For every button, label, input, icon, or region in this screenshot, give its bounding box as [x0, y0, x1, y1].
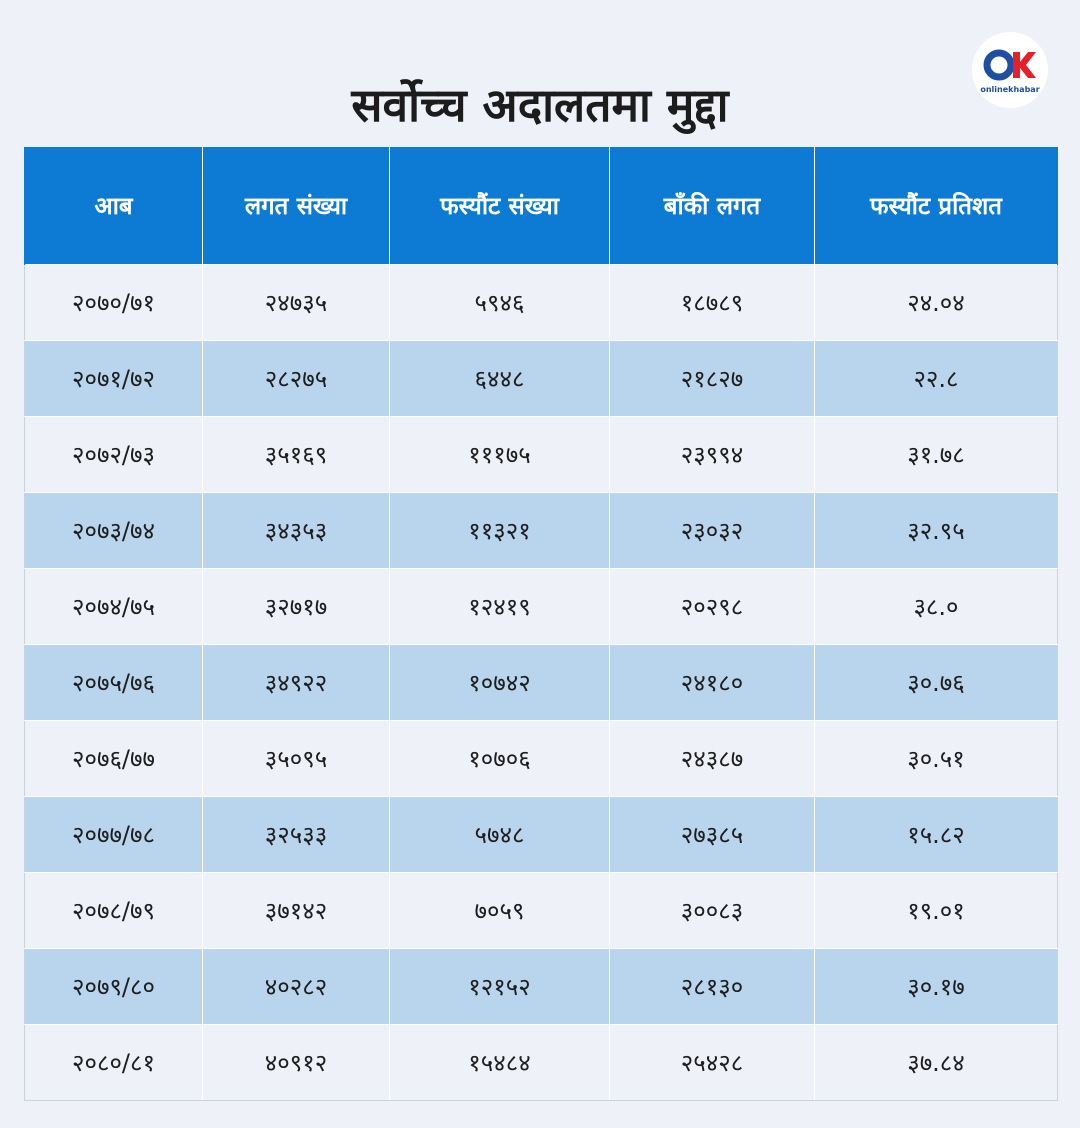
cell-fiscal-year: २०७८/७९ [24, 872, 203, 949]
cell-remaining-cases: २७३८५ [609, 796, 815, 873]
cell-settlement-percent: ३०.५१ [814, 720, 1058, 797]
cell-fiscal-year: २०७२/७३ [24, 416, 203, 493]
court-cases-table: आब लगत संख्या फस्यौंट संख्या बाँकी लगत फ… [24, 147, 1058, 1101]
cell-settled-cases: ५७४८ [389, 796, 610, 873]
cell-remaining-cases: २१८२७ [609, 340, 815, 417]
cell-fiscal-year: २०७०/७१ [24, 264, 203, 341]
cell-registered-cases: २८२७५ [202, 340, 390, 417]
cell-settlement-percent: ३७.८४ [814, 1024, 1058, 1101]
cell-remaining-cases: २३९९४ [609, 416, 815, 493]
svg-text:onlinekhabar: onlinekhabar [980, 85, 1039, 94]
cell-remaining-cases: १८७८९ [609, 264, 815, 341]
court-cases-table-container: आब लगत संख्या फस्यौंट संख्या बाँकी लगत फ… [24, 147, 1058, 1101]
cell-fiscal-year: २०७५/७६ [24, 644, 203, 721]
cell-fiscal-year: २०७३/७४ [24, 492, 203, 569]
cell-settled-cases: १०७४२ [389, 644, 610, 721]
header-settled-cases: फस्यौंट संख्या [389, 147, 610, 265]
cell-settled-cases: ७०५९ [389, 872, 610, 949]
cell-remaining-cases: २३०३२ [609, 492, 815, 569]
cell-registered-cases: ३४९२२ [202, 644, 390, 721]
cell-remaining-cases: २५४२८ [609, 1024, 815, 1101]
cell-remaining-cases: २०२९८ [609, 568, 815, 645]
cell-fiscal-year: २०७४/७५ [24, 568, 203, 645]
cell-fiscal-year: २०७६/७७ [24, 720, 203, 797]
cell-fiscal-year: २०७९/८० [24, 948, 203, 1025]
table-row: २०७४/७५ ३२७१७ १२४१९ २०२९८ ३८.० [24, 568, 1058, 645]
table-row: २०७२/७३ ३५१६९ १११७५ २३९९४ ३१.७८ [24, 416, 1058, 493]
cell-settlement-percent: १५.८२ [814, 796, 1058, 873]
table-row: २०७७/७८ ३२५३३ ५७४८ २७३८५ १५.८२ [24, 796, 1058, 873]
cell-settled-cases: ११३२१ [389, 492, 610, 569]
cell-settled-cases: १५४८४ [389, 1024, 610, 1101]
header-registered-cases: लगत संख्या [202, 147, 390, 265]
cell-settlement-percent: १९.०१ [814, 872, 1058, 949]
table-header-row: आब लगत संख्या फस्यौंट संख्या बाँकी लगत फ… [24, 147, 1058, 265]
table-row: २०७१/७२ २८२७५ ६४४८ २१८२७ २२.८ [24, 340, 1058, 417]
cell-remaining-cases: ३००८३ [609, 872, 815, 949]
cell-settlement-percent: २४.०४ [814, 264, 1058, 341]
cell-settlement-percent: २२.८ [814, 340, 1058, 417]
logo-icon: onlinekhabar [972, 32, 1048, 108]
cell-remaining-cases: २४१८० [609, 644, 815, 721]
cell-registered-cases: ३२७१७ [202, 568, 390, 645]
cell-settled-cases: ६४४८ [389, 340, 610, 417]
table-row: २०७५/७६ ३४९२२ १०७४२ २४१८० ३०.७६ [24, 644, 1058, 721]
cell-settled-cases: १२४१९ [389, 568, 610, 645]
cell-settlement-percent: ३१.७८ [814, 416, 1058, 493]
cell-registered-cases: ३५०९५ [202, 720, 390, 797]
header-settlement-percent: फस्यौंट प्रतिशत [814, 147, 1058, 265]
cell-settlement-percent: ३८.० [814, 568, 1058, 645]
cell-registered-cases: ४०९१२ [202, 1024, 390, 1101]
cell-remaining-cases: २८१३० [609, 948, 815, 1025]
cell-settled-cases: ५९४६ [389, 264, 610, 341]
table-row: २०७६/७७ ३५०९५ १०७०६ २४३८७ ३०.५१ [24, 720, 1058, 797]
table-row: २०७९/८० ४०२८२ १२१५२ २८१३० ३०.१७ [24, 948, 1058, 1025]
cell-fiscal-year: २०७१/७२ [24, 340, 203, 417]
cell-settlement-percent: ३०.१७ [814, 948, 1058, 1025]
cell-settled-cases: १११७५ [389, 416, 610, 493]
cell-fiscal-year: २०७७/७८ [24, 796, 203, 873]
table-row: २०८०/८१ ४०९१२ १५४८४ २५४२८ ३७.८४ [24, 1024, 1058, 1101]
onlinekhabar-logo[interactable]: onlinekhabar [970, 30, 1050, 110]
cell-settled-cases: १०७०६ [389, 720, 610, 797]
cell-registered-cases: ३५१६९ [202, 416, 390, 493]
header-fiscal-year: आब [24, 147, 203, 265]
table-row: २०७०/७१ २४७३५ ५९४६ १८७८९ २४.०४ [24, 264, 1058, 341]
cell-settlement-percent: ३०.७६ [814, 644, 1058, 721]
cell-registered-cases: ३२५३३ [202, 796, 390, 873]
cell-registered-cases: ३७१४२ [202, 872, 390, 949]
page-title: सर्वोच्च अदालतमा मुद्दा [351, 78, 729, 132]
cell-registered-cases: ४०२८२ [202, 948, 390, 1025]
header-remaining-cases: बाँकी लगत [609, 147, 815, 265]
cell-settled-cases: १२१५२ [389, 948, 610, 1025]
table-row: २०७३/७४ ३४३५३ ११३२१ २३०३२ ३२.९५ [24, 492, 1058, 569]
cell-registered-cases: ३४३५३ [202, 492, 390, 569]
cell-settlement-percent: ३२.९५ [814, 492, 1058, 569]
cell-fiscal-year: २०८०/८१ [24, 1024, 203, 1101]
table-row: २०७८/७९ ३७१४२ ७०५९ ३००८३ १९.०१ [24, 872, 1058, 949]
cell-registered-cases: २४७३५ [202, 264, 390, 341]
cell-remaining-cases: २४३८७ [609, 720, 815, 797]
